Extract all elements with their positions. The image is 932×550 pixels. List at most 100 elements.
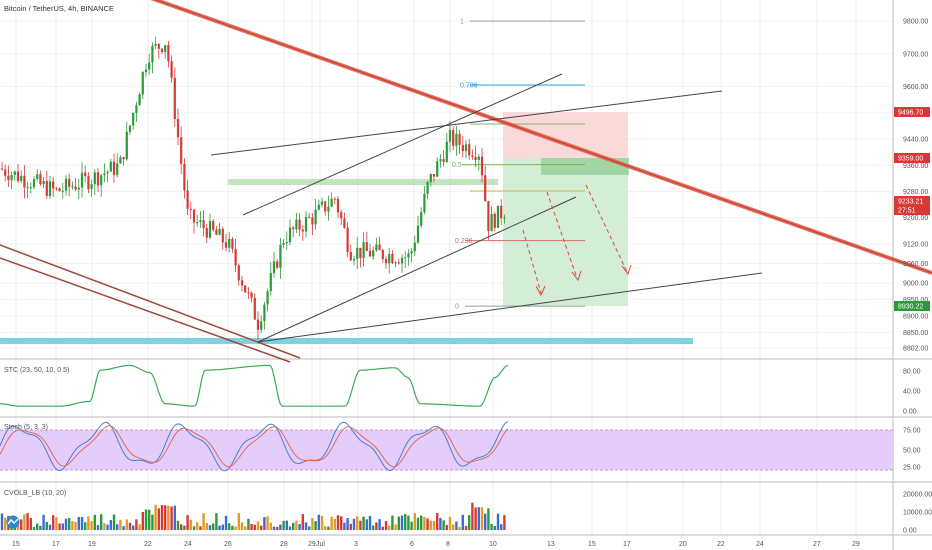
candle-body — [394, 262, 397, 264]
time-tick-label: 6 — [410, 541, 414, 548]
cvol-bar — [231, 525, 234, 530]
candle-body — [13, 171, 16, 176]
time-tick-label: 20 — [679, 541, 687, 548]
candle-body — [448, 129, 452, 142]
candle-body — [375, 244, 378, 251]
candle-body — [106, 171, 109, 174]
price-badge-label: 27:51 — [898, 208, 916, 215]
fibonacci-retracement[interactable]: 1 0.786 0.5 0.236 0 — [452, 19, 585, 311]
cvol-bar — [407, 515, 410, 530]
candle-body — [119, 157, 122, 164]
cvol-bar — [154, 504, 157, 530]
cvol-bar — [429, 520, 432, 530]
cvol-bar — [452, 524, 455, 530]
cvol-bar — [343, 522, 346, 530]
resistance-zone[interactable] — [228, 179, 498, 185]
cvol-bar — [26, 513, 29, 530]
indicator-tick-label: 0.00 — [903, 528, 917, 535]
cvol-bar — [266, 516, 269, 530]
candle-body — [71, 186, 74, 188]
take-profit-zone[interactable] — [503, 158, 628, 306]
cvol-bar — [240, 522, 244, 530]
candle-body — [471, 155, 474, 157]
candle-body — [55, 188, 58, 190]
candle-body — [317, 204, 320, 210]
channel-lower-line-1 — [0, 244, 301, 359]
cvol-bar — [205, 523, 208, 530]
cvol-bar — [189, 519, 192, 530]
candle-body — [314, 209, 317, 225]
cvol-bar — [487, 508, 490, 530]
candle-body — [496, 205, 500, 228]
candle-body — [336, 198, 340, 213]
cvol-bar — [474, 507, 477, 530]
candle-body — [112, 161, 116, 175]
price-badge-last — [894, 196, 930, 206]
candle-body — [180, 137, 183, 164]
candle-body — [132, 112, 135, 126]
candle-body — [100, 175, 103, 186]
cvol-bar — [176, 520, 180, 530]
cvol-bar — [490, 524, 493, 530]
candle-body — [148, 62, 151, 70]
candle-body — [372, 250, 375, 257]
indicator-tick-label: 20000.00 — [903, 492, 932, 499]
candle-body — [400, 257, 404, 264]
cvol-bar — [362, 516, 365, 530]
price-badge-stop — [894, 107, 930, 117]
candle-body — [128, 125, 132, 132]
cvol-bar — [218, 525, 221, 530]
candle-body — [436, 161, 439, 177]
cvol-bar — [432, 520, 436, 530]
candle-body — [365, 242, 368, 251]
candle-body — [352, 258, 356, 261]
price-tick-label: 9600.00 — [903, 84, 928, 91]
candle-body — [253, 297, 256, 320]
candle-body — [224, 242, 228, 248]
trend-lines[interactable] — [0, 0, 932, 363]
cvol-bar — [333, 518, 336, 530]
cvol-bar — [394, 524, 397, 530]
cvol-bar — [52, 515, 55, 530]
cvol-bar — [365, 519, 368, 530]
price-badge-target — [894, 301, 930, 311]
candle-body — [362, 242, 365, 259]
candle-body — [218, 228, 221, 235]
cvol-bar — [48, 524, 52, 530]
candle-body — [474, 156, 477, 160]
candle-body — [141, 72, 144, 95]
candle-body — [160, 48, 164, 52]
candle-body — [228, 239, 231, 248]
time-tick-label: 27 — [813, 541, 821, 548]
candle-body — [202, 220, 205, 229]
candle-body — [378, 244, 381, 251]
candle-body — [368, 250, 372, 257]
cvol-bar — [378, 519, 381, 530]
cvol-bar — [503, 515, 506, 530]
cvol-bar — [135, 519, 138, 530]
candle-body — [221, 228, 224, 243]
cvol-bar — [148, 509, 151, 530]
price-tick-label: 9360.00 — [903, 163, 928, 170]
cvol-bar — [138, 524, 141, 530]
candle-body — [250, 292, 253, 298]
cvol-bar — [327, 526, 330, 530]
cvol-bar — [109, 520, 112, 530]
time-tick-label: 13 — [547, 541, 555, 548]
cvol-bar — [311, 517, 314, 530]
cvol-bar — [84, 522, 87, 530]
entry-zone[interactable] — [541, 158, 629, 175]
price-axis: 9800.009700.009600.009520.009440.009360.… — [903, 19, 928, 353]
support-zone[interactable] — [0, 338, 693, 344]
indicator-tick-label: 80.00 — [903, 369, 921, 376]
candle-body — [333, 198, 336, 200]
cvol-bar — [448, 516, 452, 530]
cvol-bar — [384, 521, 388, 530]
price-tick-label: 9700.00 — [903, 51, 928, 58]
candle-body — [48, 181, 52, 196]
candle-body — [420, 212, 423, 226]
cvol-bar — [170, 506, 173, 530]
stop-loss-zone[interactable] — [503, 112, 628, 158]
candle-body — [192, 209, 196, 223]
